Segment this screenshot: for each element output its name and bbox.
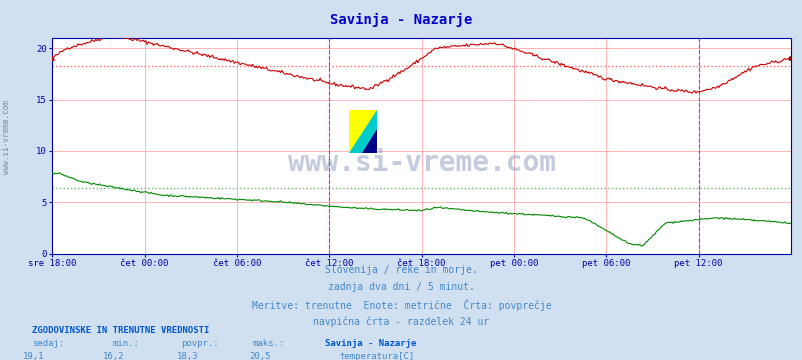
Text: Meritve: trenutne  Enote: metrične  Črta: povprečje: Meritve: trenutne Enote: metrične Črta: … (251, 299, 551, 311)
Text: temperatura[C]: temperatura[C] (339, 352, 415, 360)
Text: Savinja - Nazarje: Savinja - Nazarje (325, 339, 416, 348)
Text: 18,3: 18,3 (176, 352, 198, 360)
Text: www.si-vreme.com: www.si-vreme.com (287, 149, 555, 177)
Text: 16,2: 16,2 (103, 352, 124, 360)
Text: ZGODOVINSKE IN TRENUTNE VREDNOSTI: ZGODOVINSKE IN TRENUTNE VREDNOSTI (32, 326, 209, 335)
Text: min.:: min.: (112, 339, 139, 348)
Text: povpr.:: povpr.: (180, 339, 218, 348)
Text: www.si-vreme.com: www.si-vreme.com (2, 100, 11, 174)
Text: Savinja - Nazarje: Savinja - Nazarje (330, 13, 472, 27)
Text: maks.:: maks.: (253, 339, 285, 348)
Text: sedaj:: sedaj: (32, 339, 64, 348)
Text: navpična črta - razdelek 24 ur: navpična črta - razdelek 24 ur (313, 316, 489, 327)
Text: zadnja dva dni / 5 minut.: zadnja dva dni / 5 minut. (328, 282, 474, 292)
Text: 19,1: 19,1 (22, 352, 44, 360)
Polygon shape (349, 110, 377, 153)
Text: 20,5: 20,5 (249, 352, 270, 360)
Text: Slovenija / reke in morje.: Slovenija / reke in morje. (325, 265, 477, 275)
Polygon shape (362, 129, 377, 153)
Polygon shape (349, 110, 377, 153)
